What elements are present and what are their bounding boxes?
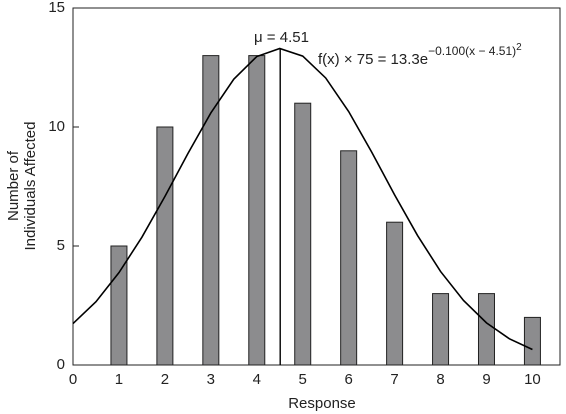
bar <box>202 55 220 366</box>
formula-power: 2 <box>516 42 522 53</box>
formula-exponent: −0.100(x − 4.51) <box>428 44 516 58</box>
y-tick-label: 15 <box>48 0 65 16</box>
x-tick-label: 0 <box>69 371 77 388</box>
fit-curve <box>72 47 533 351</box>
x-tick-label: 4 <box>253 371 261 388</box>
x-tick-label: 8 <box>436 371 444 388</box>
y-tick-label: 0 <box>57 356 65 373</box>
x-tick-label: 5 <box>299 371 307 388</box>
bar <box>523 316 541 366</box>
plot-frame <box>72 7 561 366</box>
x-tick-label: 1 <box>115 371 123 388</box>
y-tick-label: 5 <box>57 237 65 254</box>
bar <box>248 55 266 366</box>
x-tick-label: 3 <box>207 371 215 388</box>
y-tick-label: 10 <box>48 118 65 135</box>
x-tick-label: 2 <box>161 371 169 388</box>
bar <box>110 245 128 366</box>
formula-base: f(x) × 75 = 13.3e <box>318 51 428 68</box>
bar <box>477 293 495 366</box>
bar <box>386 221 404 366</box>
x-tick-label: 10 <box>524 371 541 388</box>
bar <box>432 293 450 366</box>
y-axis-label: Number of Individuals Affected <box>5 122 39 251</box>
bar <box>340 150 358 366</box>
formula: f(x) × 75 = 13.3e−0.100(x − 4.51)2 <box>318 42 522 68</box>
y-axis-label-line: Number of <box>5 150 22 221</box>
x-tick-label: 6 <box>344 371 352 388</box>
x-axis-label: Response <box>288 395 356 412</box>
y-axis-label-line: Individuals Affected <box>22 122 39 251</box>
x-tick-label: 9 <box>482 371 490 388</box>
mean-label: μ = 4.51 <box>254 29 309 46</box>
x-tick-label: 7 <box>390 371 398 388</box>
bar <box>156 126 174 366</box>
bar <box>294 102 312 366</box>
